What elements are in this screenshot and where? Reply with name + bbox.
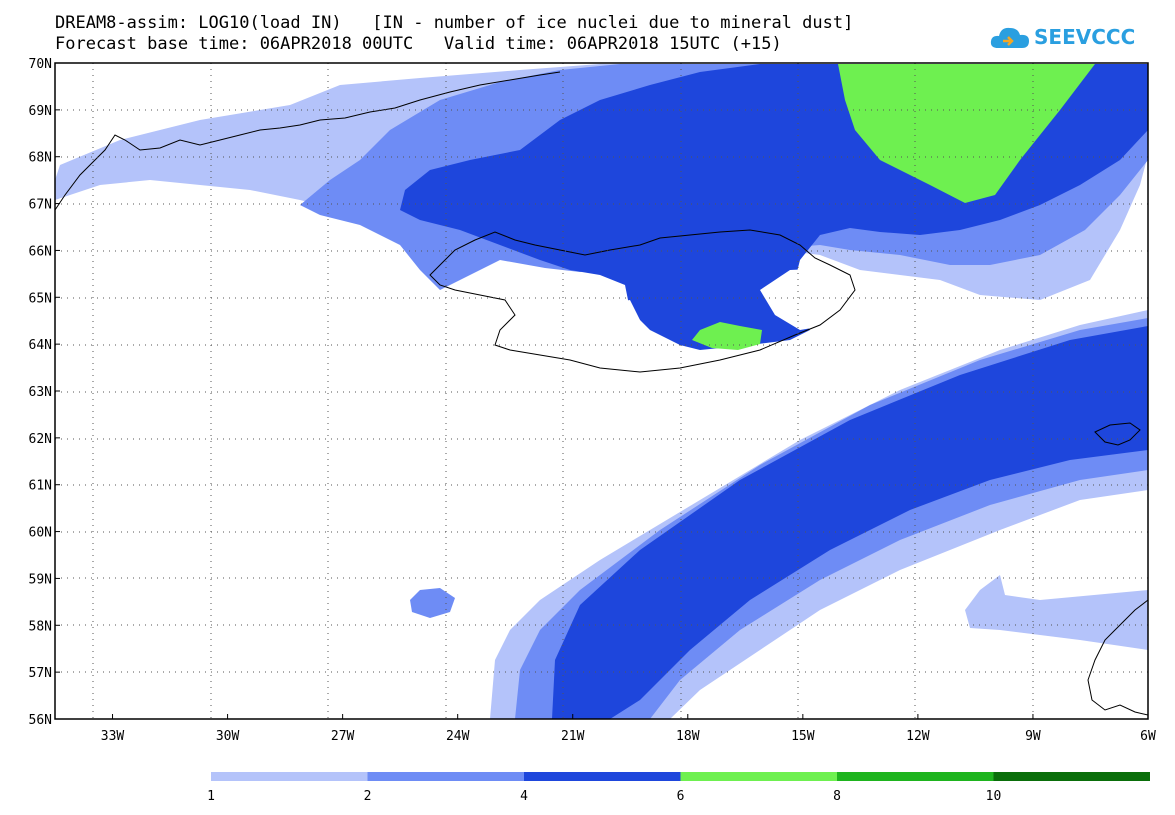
contour-level-4-iceland: [692, 322, 762, 350]
legend-swatch: [680, 772, 837, 781]
lon-tick-label: 6W: [1140, 729, 1156, 744]
lat-tick-label: 70N: [29, 57, 52, 72]
lat-tick-label: 65N: [29, 291, 52, 306]
lon-tick-label: 18W: [676, 729, 700, 744]
lat-tick-label: 68N: [29, 151, 52, 166]
lon-tick-label: 24W: [446, 729, 470, 744]
lat-tick-label: 61N: [29, 479, 52, 494]
map-title: DREAM8-assim: LOG10(load IN) [IN - numbe…: [55, 13, 854, 33]
lat-tick-label: 57N: [29, 666, 52, 681]
legend-swatch: [993, 772, 1150, 781]
seevccc-logo: SEEVCCC: [990, 24, 1135, 50]
greenland-coast: [55, 71, 561, 211]
lat-tick-label: 64N: [29, 338, 52, 353]
legend-label: 8: [833, 789, 841, 804]
lat-tick-label: 69N: [29, 104, 52, 119]
dust-field: [55, 64, 1148, 719]
legend-swatch: [524, 772, 681, 781]
lon-tick-label: 33W: [101, 729, 125, 744]
logo-text: SEEVCCC: [1034, 25, 1136, 49]
lon-tick-label: 21W: [561, 729, 585, 744]
lon-tick-label: 15W: [791, 729, 815, 744]
scotland-coast: [1087, 599, 1148, 716]
lon-tick-label: 27W: [331, 729, 355, 744]
legend-label: 4: [520, 789, 528, 804]
lon-axis: 33W 30W 27W 24W 21W 18W 15W 12W 9W 6W: [101, 714, 1156, 744]
legend-label: 6: [677, 789, 685, 804]
legend-swatch: [837, 772, 994, 781]
lat-axis: 56N 57N 58N 59N 60N 61N 62N 63N 64N 65N 66N 67N 68N 6…: [29, 57, 60, 728]
clear-area-iceland: [500, 295, 650, 375]
contour-blob-west: [410, 588, 455, 618]
clear-area-east-iceland: [760, 268, 855, 330]
faroe-coast: [1094, 422, 1141, 446]
colorbar-legend: 1 2 4 6 8 10: [207, 772, 1150, 804]
lat-tick-label: 66N: [29, 244, 52, 259]
legend-label: 2: [364, 789, 372, 804]
lat-tick-label: 63N: [29, 385, 52, 400]
legend-label: 10: [986, 789, 1002, 804]
lat-tick-label: 67N: [29, 198, 52, 213]
contour-level-3-south: [552, 326, 1148, 719]
lat-tick-label: 56N: [29, 713, 52, 728]
legend-swatch: [211, 772, 368, 781]
grid: [55, 63, 1148, 719]
lat-tick-label: 62N: [29, 432, 52, 447]
map-subtitle: Forecast base time: 06APR2018 00UTC Vali…: [55, 34, 782, 54]
lon-tick-label: 30W: [216, 729, 240, 744]
lat-tick-label: 58N: [29, 619, 52, 634]
lon-tick-label: 9W: [1025, 729, 1041, 744]
lon-tick-label: 12W: [906, 729, 930, 744]
contour-blob-southeast: [965, 575, 1148, 650]
cloud-logo-icon: [990, 27, 1029, 48]
legend-label: 1: [207, 789, 215, 804]
contour-level-4-north: [838, 64, 1095, 203]
lat-tick-label: 60N: [29, 526, 52, 541]
lat-tick-label: 59N: [29, 572, 52, 587]
iceland-coast: [429, 229, 856, 373]
legend-swatch: [367, 772, 524, 781]
